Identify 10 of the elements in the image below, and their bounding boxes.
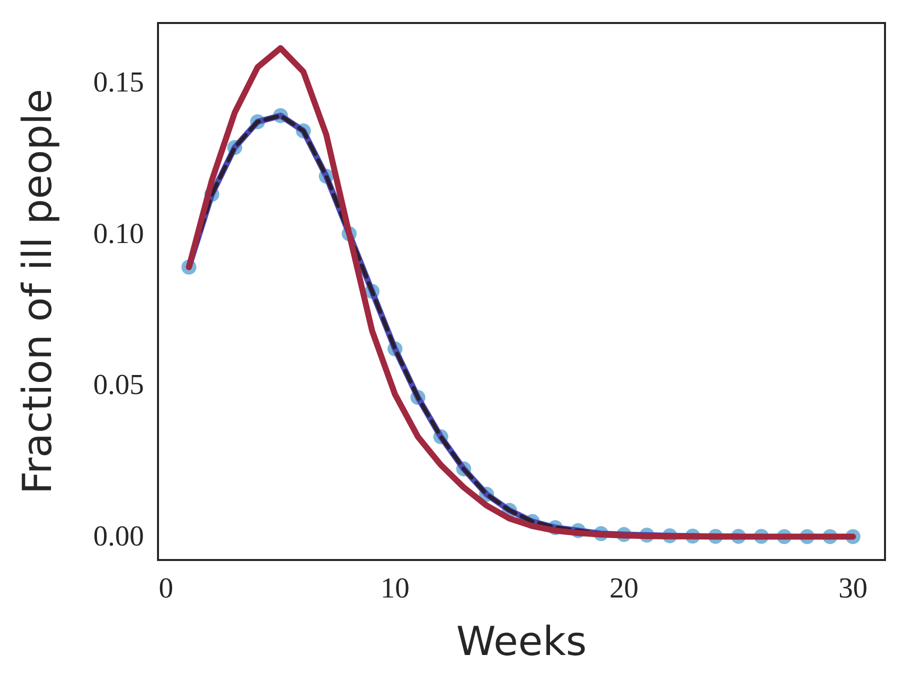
x-tick-label: 20 <box>609 572 638 604</box>
y-tick-label: 0.05 <box>93 369 144 402</box>
y-tick-label: 0.00 <box>93 520 144 553</box>
y-tick-label: 0.10 <box>93 218 144 250</box>
x-axis-title: Weeks <box>456 619 587 665</box>
x-tick-label: 0 <box>158 572 174 604</box>
y-tick-label: 0.15 <box>93 66 144 98</box>
x-tick-label: 10 <box>380 572 410 604</box>
y-axis-title: Fraction of ill people <box>15 88 61 494</box>
x-tick-label: 30 <box>838 572 868 604</box>
